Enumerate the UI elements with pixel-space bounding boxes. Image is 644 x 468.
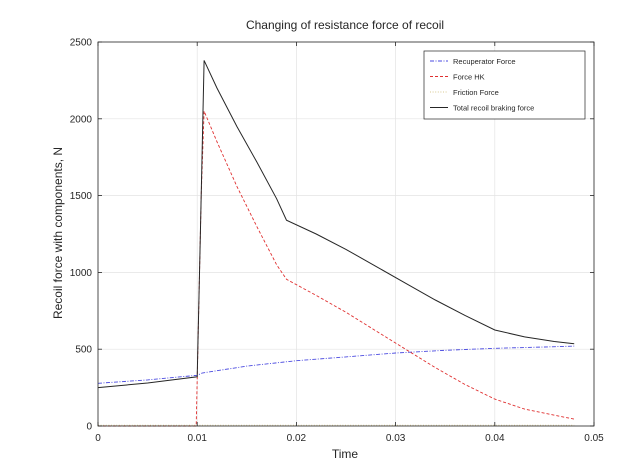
- plot-frame: [97, 41, 595, 427]
- legend-entry: Recuperator Force: [453, 57, 516, 66]
- x-tick-label: 0.03: [386, 433, 406, 444]
- y-tick-label: 500: [75, 345, 92, 356]
- series-line-recuperator-force: [97, 345, 575, 384]
- legend-box: [423, 50, 586, 120]
- series-line-total-recoil-braking-force: [97, 60, 575, 389]
- y-tick-label: 1500: [70, 191, 93, 202]
- series-line-force-hk: [98, 110, 575, 427]
- x-tick-label: 0.05: [584, 433, 604, 444]
- legend-entry: Total recoil braking force: [453, 103, 534, 112]
- y-tick-label: 2000: [70, 114, 93, 125]
- y-axis-label: Recoil force with components, N: [51, 147, 65, 319]
- legend-entry: Friction Force: [453, 88, 499, 97]
- x-tick-label: 0: [95, 433, 101, 444]
- chart-title: Changing of resistance force of recoil: [246, 18, 444, 32]
- y-tick-label: 2500: [70, 38, 93, 49]
- y-tick-label: 1000: [70, 268, 93, 279]
- axis-ticks: 0 0.01 0.02 0.03 0.04 0.05 0 500 1000 1500 2000 250…: [70, 38, 604, 445]
- legend-entry: Force HK: [453, 72, 485, 81]
- x-tick-label: 0.04: [485, 433, 505, 444]
- legend: Recuperator Force Force HK Friction Force T…: [423, 50, 586, 120]
- x-tick-label: 0.01: [187, 433, 207, 444]
- x-tick-label: 0.02: [287, 433, 307, 444]
- y-tick-label: 0: [86, 422, 92, 433]
- x-axis-label: Time: [332, 447, 359, 461]
- series-lines: [97, 60, 575, 427]
